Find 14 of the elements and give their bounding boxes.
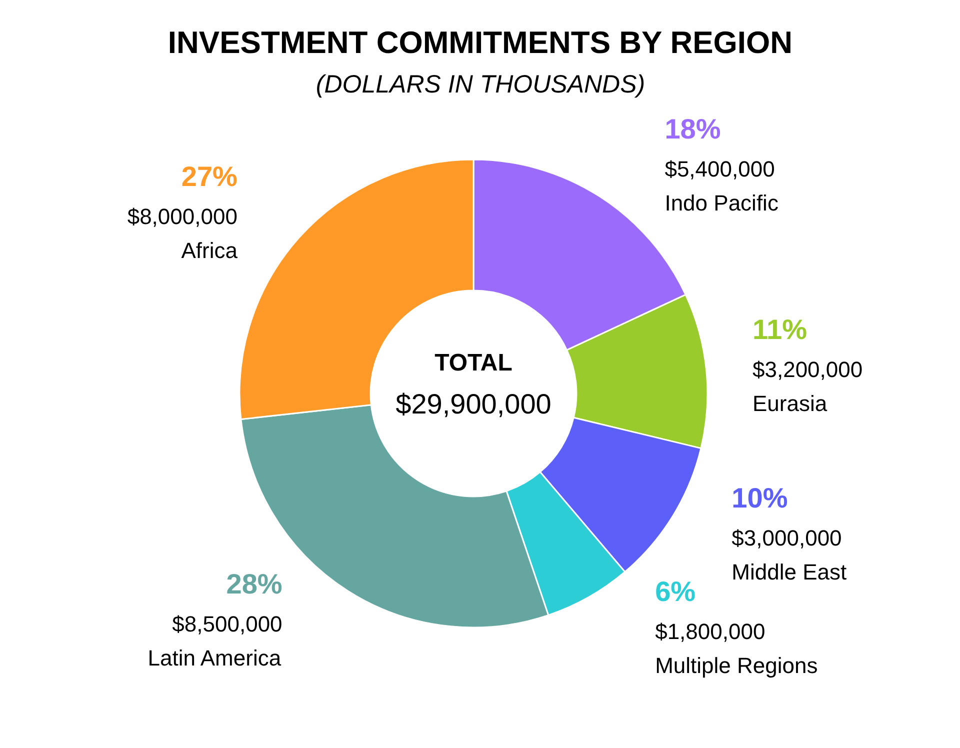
slice-label: Multiple Regions — [655, 653, 818, 678]
data-label: 11% $3,200,000 — [752, 314, 863, 382]
text: $29,900,000 — [396, 388, 552, 420]
slice-label: Eurasia — [752, 391, 828, 416]
slice-label: Indo Pacific — [664, 190, 778, 216]
data-label: 10% $3,000,000 — [732, 482, 842, 550]
slice-label: Latin America — [148, 646, 282, 671]
slice-label: Africa — [181, 238, 238, 263]
text: TOTAL — [434, 350, 512, 376]
data-label: 18% $5,400,000 — [664, 113, 775, 182]
data-label: 28% $8,500,000 — [172, 568, 282, 637]
chart-subtitle: (DOLLARS IN THOUSANDS) — [316, 70, 646, 98]
data-label: 27% $8,000,000 — [127, 160, 238, 229]
chart-title: INVESTMENT COMMITMENTS BY REGION — [168, 25, 793, 60]
